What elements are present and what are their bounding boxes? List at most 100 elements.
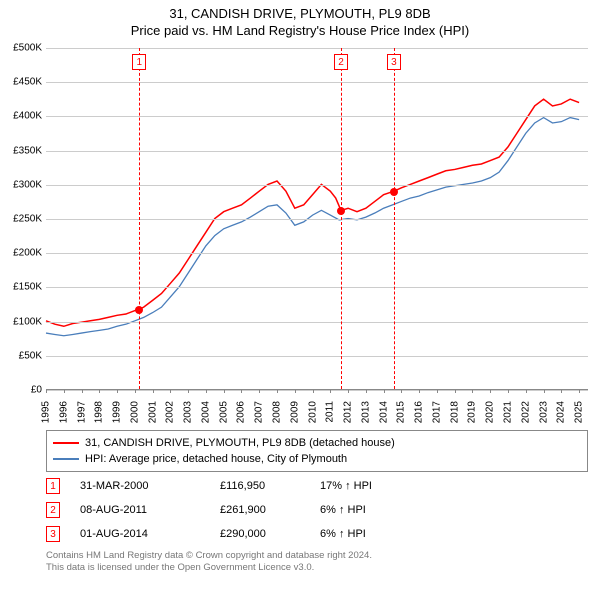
x-tick-label: 2012 <box>343 401 354 423</box>
x-tick <box>153 389 154 393</box>
x-tick-label: 2021 <box>503 401 514 423</box>
x-tick-label: 2017 <box>431 401 442 423</box>
x-tick-label: 2007 <box>254 401 265 423</box>
event-dot <box>135 306 143 314</box>
y-gridline <box>46 82 588 83</box>
y-tick-label: £200K <box>2 248 42 259</box>
legend-label-property: 31, CANDISH DRIVE, PLYMOUTH, PL9 8DB (de… <box>85 437 395 449</box>
y-tick-label: £250K <box>2 214 42 225</box>
event-marker-box: 2 <box>334 54 348 70</box>
legend-row-property: 31, CANDISH DRIVE, PLYMOUTH, PL9 8DB (de… <box>53 435 581 451</box>
event-num-3: 3 <box>46 526 60 542</box>
x-tick-label: 2016 <box>414 401 425 423</box>
event-dot <box>337 207 345 215</box>
x-tick <box>259 389 260 393</box>
event-row-3: 3 01-AUG-2014 £290,000 6% ↑ HPI <box>46 522 420 546</box>
x-tick <box>224 389 225 393</box>
x-tick-label: 2018 <box>449 401 460 423</box>
x-tick-label: 2020 <box>485 401 496 423</box>
y-gridline <box>46 356 588 357</box>
y-tick-label: £400K <box>2 111 42 122</box>
x-tick <box>170 389 171 393</box>
y-tick-label: £100K <box>2 316 42 327</box>
legend-row-hpi: HPI: Average price, detached house, City… <box>53 451 581 467</box>
x-tick <box>472 389 473 393</box>
event-date-3: 01-AUG-2014 <box>80 528 220 540</box>
event-price-3: £290,000 <box>220 528 320 540</box>
y-tick-label: £50K <box>2 350 42 361</box>
legend: 31, CANDISH DRIVE, PLYMOUTH, PL9 8DB (de… <box>46 430 588 472</box>
chart-plot-area: £0£50K£100K£150K£200K£250K£300K£350K£400… <box>46 48 588 390</box>
x-tick <box>99 389 100 393</box>
y-tick-label: £500K <box>2 43 42 54</box>
x-tick-label: 2002 <box>165 401 176 423</box>
event-row-2: 2 08-AUG-2011 £261,900 6% ↑ HPI <box>46 498 420 522</box>
x-tick <box>82 389 83 393</box>
x-tick <box>508 389 509 393</box>
y-gridline <box>46 185 588 186</box>
x-tick <box>135 389 136 393</box>
x-tick-label: 2011 <box>325 401 336 423</box>
title-line1: 31, CANDISH DRIVE, PLYMOUTH, PL9 8DB <box>0 6 600 21</box>
x-tick-label: 2013 <box>360 401 371 423</box>
event-marker-line <box>341 48 342 389</box>
event-row-1: 1 31-MAR-2000 £116,950 17% ↑ HPI <box>46 474 420 498</box>
x-tick <box>526 389 527 393</box>
x-tick-label: 1997 <box>76 401 87 423</box>
x-tick <box>419 389 420 393</box>
x-tick-label: 2000 <box>129 401 140 423</box>
chart-container: 31, CANDISH DRIVE, PLYMOUTH, PL9 8DB Pri… <box>0 0 600 590</box>
x-tick <box>206 389 207 393</box>
y-gridline <box>46 253 588 254</box>
x-tick <box>277 389 278 393</box>
event-price-2: £261,900 <box>220 504 320 516</box>
legend-swatch-property <box>53 442 79 444</box>
x-tick-label: 2010 <box>307 401 318 423</box>
event-date-2: 08-AUG-2011 <box>80 504 220 516</box>
series-line-property <box>46 99 579 326</box>
x-tick <box>117 389 118 393</box>
x-tick-label: 1995 <box>41 401 52 423</box>
event-pct-3: 6% ↑ HPI <box>320 528 420 540</box>
event-marker-box: 1 <box>132 54 146 70</box>
event-num-1: 1 <box>46 478 60 494</box>
x-tick <box>188 389 189 393</box>
x-tick-label: 2003 <box>183 401 194 423</box>
y-gridline <box>46 287 588 288</box>
x-tick <box>64 389 65 393</box>
x-tick-label: 2008 <box>272 401 283 423</box>
x-tick-label: 2001 <box>147 401 158 423</box>
x-tick <box>544 389 545 393</box>
x-tick-label: 2022 <box>520 401 531 423</box>
x-tick-label: 2015 <box>396 401 407 423</box>
x-tick <box>455 389 456 393</box>
x-tick-label: 2024 <box>556 401 567 423</box>
x-tick <box>330 389 331 393</box>
y-gridline <box>46 390 588 391</box>
x-tick-label: 2025 <box>574 401 585 423</box>
event-marker-line <box>139 48 140 389</box>
event-marker-box: 3 <box>387 54 401 70</box>
y-tick-label: £300K <box>2 179 42 190</box>
x-tick <box>384 389 385 393</box>
event-num-2: 2 <box>46 502 60 518</box>
event-pct-2: 6% ↑ HPI <box>320 504 420 516</box>
y-gridline <box>46 219 588 220</box>
y-gridline <box>46 322 588 323</box>
title-block: 31, CANDISH DRIVE, PLYMOUTH, PL9 8DB Pri… <box>0 0 600 38</box>
x-tick-label: 2004 <box>200 401 211 423</box>
footer: Contains HM Land Registry data © Crown c… <box>46 550 372 575</box>
x-tick <box>437 389 438 393</box>
y-tick-label: £450K <box>2 77 42 88</box>
title-line2: Price paid vs. HM Land Registry's House … <box>0 23 600 38</box>
x-tick-label: 2006 <box>236 401 247 423</box>
y-tick-label: £350K <box>2 145 42 156</box>
event-dot <box>390 188 398 196</box>
x-tick-label: 2019 <box>467 401 478 423</box>
footer-line2: This data is licensed under the Open Gov… <box>46 562 372 574</box>
x-tick <box>295 389 296 393</box>
x-tick-label: 2005 <box>218 401 229 423</box>
y-gridline <box>46 151 588 152</box>
legend-label-hpi: HPI: Average price, detached house, City… <box>85 453 347 465</box>
footer-line1: Contains HM Land Registry data © Crown c… <box>46 550 372 562</box>
